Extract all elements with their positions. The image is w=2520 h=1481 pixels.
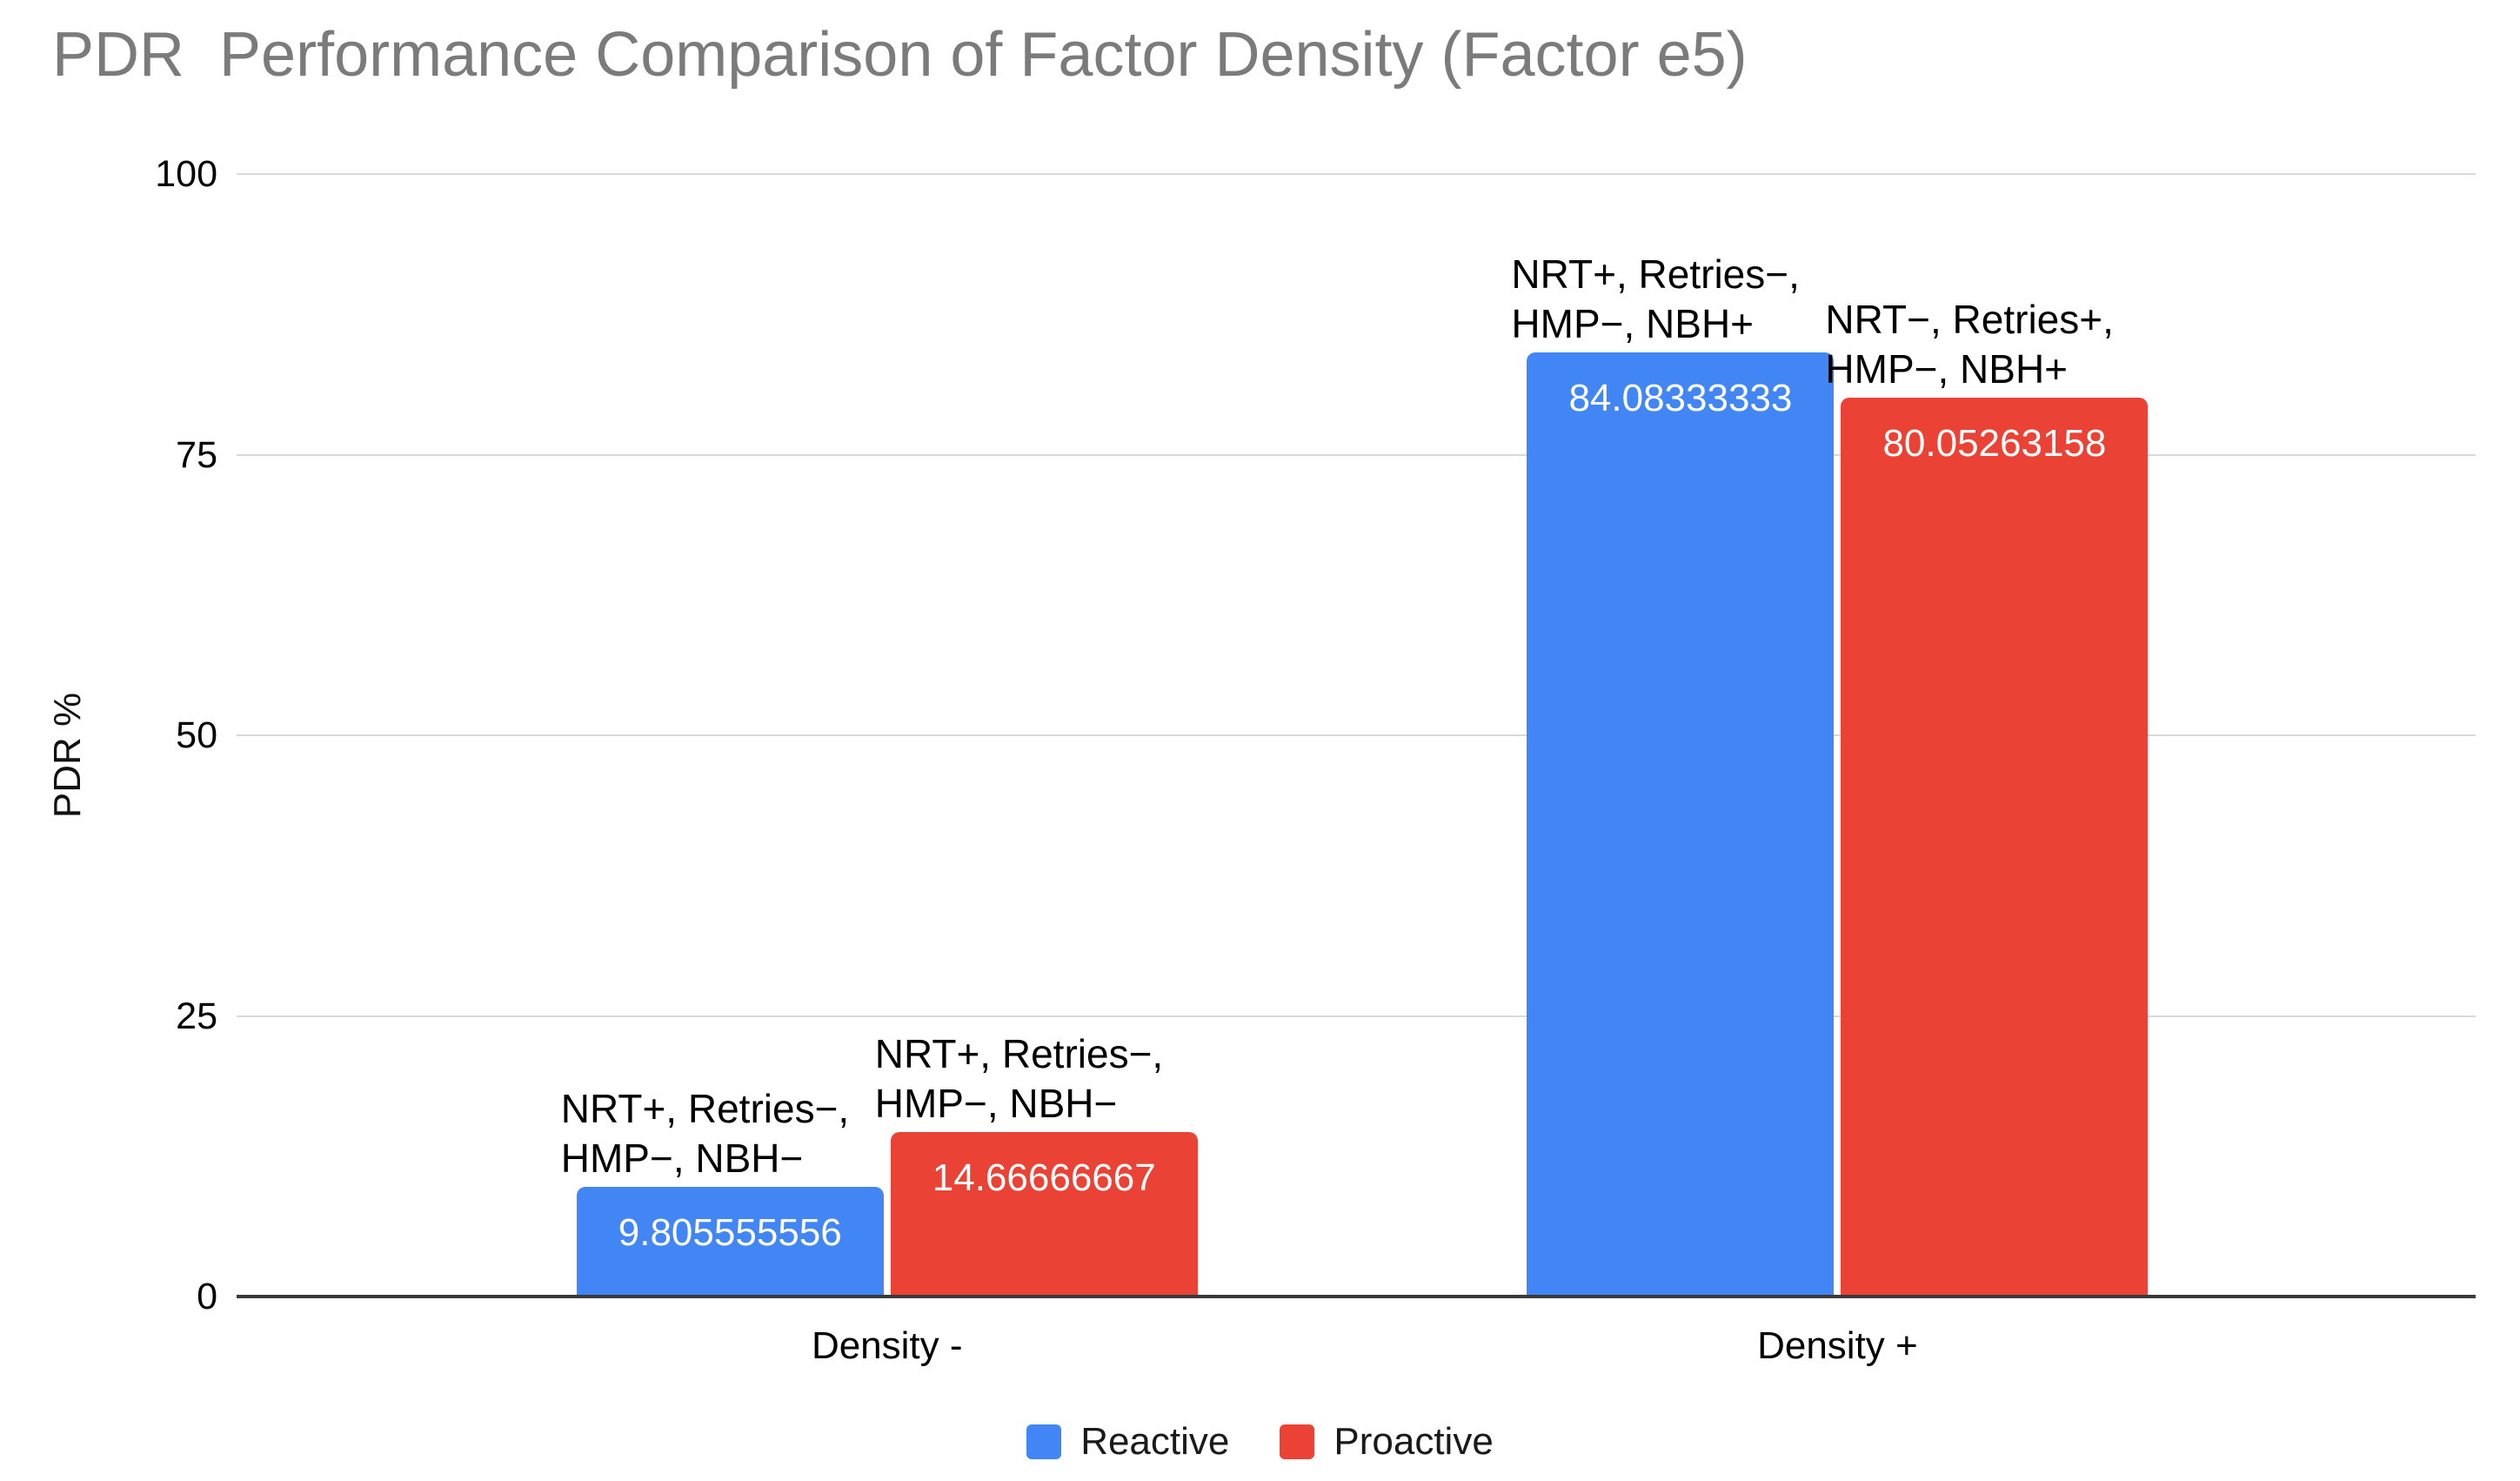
legend-swatch-proactive <box>1280 1424 1315 1459</box>
bar-proactive-density-plus: 80.05263158 <box>1841 398 2149 1297</box>
bar-annotation-proactive-density-minus: NRT+, Retries−, HMP−, NBH− <box>875 1029 1163 1129</box>
x-axis-line <box>237 1295 2476 1298</box>
legend-label-reactive: Reactive <box>1080 1420 1230 1463</box>
bar-reactive-density-minus: 9.805555556 <box>576 1186 884 1297</box>
bar-value-label-proactive-density-plus: 80.05263158 <box>1882 422 2107 466</box>
legend-item-reactive: Reactive <box>1026 1420 1229 1464</box>
legend-label-proactive: Proactive <box>1334 1420 1494 1463</box>
bar-annotation-line: HMP−, NBH− <box>560 1135 804 1181</box>
bar-annotation-proactive-density-plus: NRT−, Retries+, HMP−, NBH+ <box>1825 295 2113 394</box>
y-axis-tick-label-75: 75 <box>176 433 217 476</box>
chart-title: PDR Performance Comparison of Factor Den… <box>52 20 1748 90</box>
bar-annotation-line: HMP−, NBH+ <box>1825 346 2069 392</box>
bar-reactive-density-plus: 84.08333333 <box>1527 352 1835 1297</box>
legend: Reactive Proactive <box>0 1420 2520 1464</box>
gridline-75 <box>237 453 2476 456</box>
gridline-100 <box>237 173 2476 175</box>
bar-annotation-reactive-density-minus: NRT+, Retries−, HMP−, NBH− <box>561 1084 849 1183</box>
y-axis-tick-label-100: 100 <box>155 153 217 195</box>
bar-annotation-line: NRT+, Retries−, <box>1511 251 1800 298</box>
bar-value-label-proactive-density-minus: 14.66666667 <box>932 1156 1156 1199</box>
bar-annotation-line: NRT−, Retries+, <box>1825 297 2114 343</box>
bar-annotation-line: NRT+, Retries−, <box>874 1030 1164 1076</box>
y-axis-tick-label-50: 50 <box>176 714 217 756</box>
gridline-25 <box>237 1015 2476 1017</box>
legend-swatch-reactive <box>1026 1424 1062 1459</box>
bar-annotation-line: HMP−, NBH+ <box>1511 301 1755 347</box>
bar-annotation-line: NRT+, Retries−, <box>560 1085 850 1131</box>
bar-annotation-reactive-density-plus: NRT+, Retries−, HMP−, NBH+ <box>1511 250 1799 349</box>
x-axis-category-label-density-minus: Density - <box>811 1324 963 1367</box>
plot-area <box>237 173 2476 1298</box>
legend-item-proactive: Proactive <box>1280 1420 1494 1464</box>
bar-value-label-reactive-density-minus: 9.805555556 <box>618 1210 842 1254</box>
x-axis-category-label-density-plus: Density + <box>1757 1324 1918 1367</box>
bar-value-label-reactive-density-plus: 84.08333333 <box>1568 377 1793 420</box>
bar-proactive-density-minus: 14.66666667 <box>890 1131 1198 1297</box>
y-axis-tick-label-25: 25 <box>176 995 217 1037</box>
gridline-50 <box>237 734 2476 736</box>
y-axis-tick-label-0: 0 <box>197 1276 217 1317</box>
y-axis-title: PDR % <box>46 692 89 819</box>
bar-annotation-line: HMP−, NBH− <box>874 1080 1118 1126</box>
